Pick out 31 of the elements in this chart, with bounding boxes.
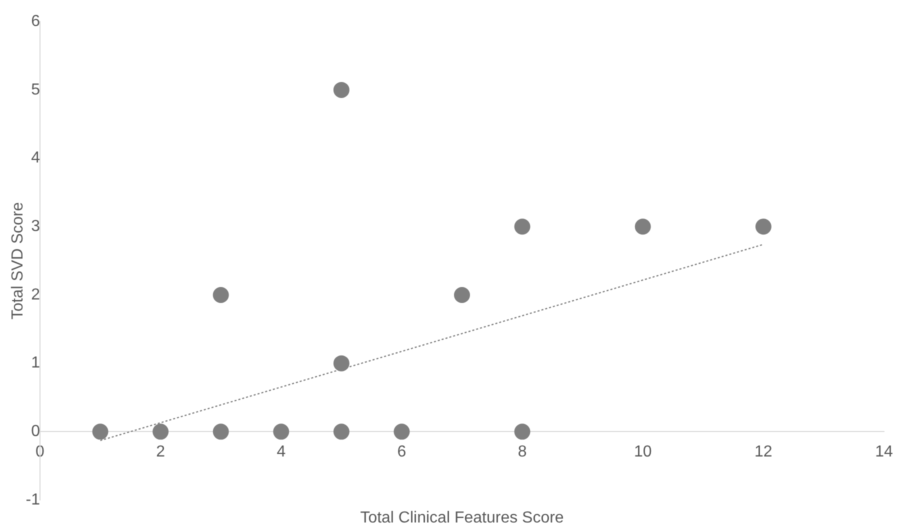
point — [514, 424, 530, 440]
y-tick-label: 2 — [31, 286, 40, 304]
point — [333, 355, 350, 372]
x-tick-label: 10 — [634, 444, 652, 461]
point — [92, 424, 108, 440]
point — [394, 424, 410, 440]
y-tick-label: 0 — [31, 423, 40, 440]
y-tick-label: 5 — [31, 81, 40, 98]
y-axis-title: Total SVD Score — [9, 202, 26, 320]
y-tick-label: 3 — [31, 218, 40, 236]
x-axis-title: Total Clinical Features Score — [360, 509, 564, 526]
point — [333, 424, 350, 440]
x-tick-label: 12 — [754, 444, 772, 461]
x-tick-label: 4 — [276, 444, 286, 461]
point — [514, 218, 530, 235]
point — [755, 218, 772, 235]
y-tick-label: -1 — [26, 491, 40, 508]
y-tick-label: 4 — [31, 150, 40, 167]
point — [634, 218, 651, 235]
point — [454, 286, 470, 303]
point — [273, 424, 290, 440]
point — [212, 286, 229, 303]
y-tick-label: 6 — [31, 13, 40, 30]
x-tick-label: 8 — [518, 444, 527, 461]
point — [152, 424, 169, 440]
x-tick-label: 14 — [875, 444, 893, 461]
point — [333, 82, 350, 98]
x-tick-label: 6 — [397, 444, 406, 461]
x-tick-label: 2 — [156, 444, 166, 461]
y-tick-label: 1 — [31, 354, 40, 372]
point — [212, 424, 229, 440]
